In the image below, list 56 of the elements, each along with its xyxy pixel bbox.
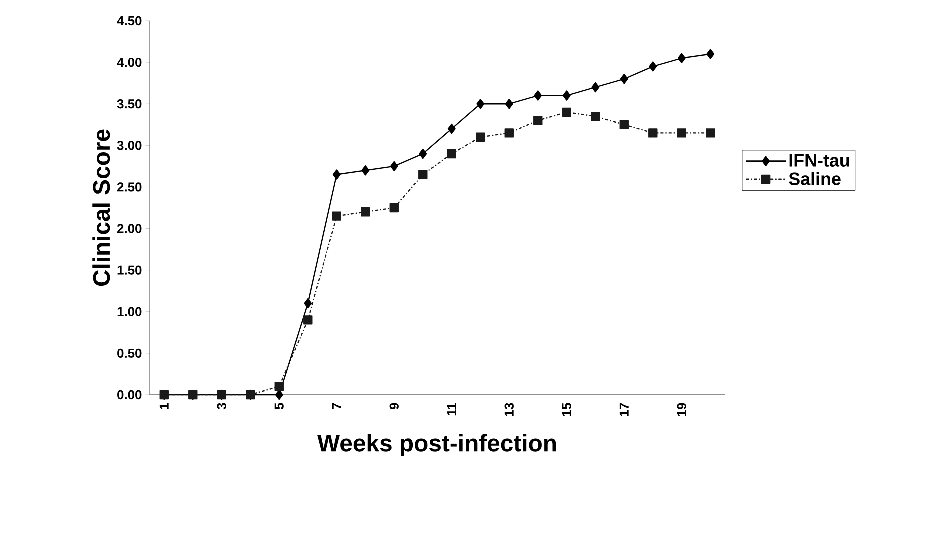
y-axis-title: Clinical Score [92, 130, 110, 286]
point [592, 82, 600, 93]
point [362, 165, 370, 176]
y-tick-label: 1.00 [118, 307, 142, 316]
point [447, 149, 456, 159]
point [648, 128, 658, 138]
point [275, 390, 284, 400]
y-tick-label: 2.00 [117, 224, 142, 234]
point [562, 108, 572, 118]
point [649, 62, 658, 72]
point [304, 298, 312, 309]
y-tick-label: 4.00 [117, 58, 142, 68]
point [706, 128, 716, 138]
x-tick-label: 9 [390, 403, 399, 410]
x-tick-label: 15 [562, 403, 572, 416]
point [620, 120, 629, 130]
point [678, 53, 686, 64]
point [620, 74, 628, 84]
point [476, 132, 486, 142]
point [419, 148, 428, 160]
point [418, 170, 428, 180]
point [448, 124, 456, 134]
y-tick-label: 3.50 [117, 100, 142, 109]
y-tick-label: 0.50 [118, 348, 142, 358]
x-tick-label: 5 [274, 403, 284, 410]
x-tick-label: 7 [332, 403, 342, 410]
point [562, 90, 571, 101]
point [390, 161, 398, 172]
legend-label: IFN-tau [790, 154, 850, 167]
point [332, 170, 341, 180]
x-tick-label: 3 [217, 403, 226, 410]
point [504, 128, 514, 138]
x-tick-label: 19 [677, 403, 686, 416]
y-tick-label: 2.50 [117, 182, 142, 192]
legend-label: Saline [789, 172, 841, 186]
x-tick-label: 13 [504, 403, 514, 416]
point [677, 128, 686, 138]
point [304, 316, 313, 325]
y-tick-label: 1.50 [118, 266, 142, 275]
x-tick-label: 17 [620, 403, 629, 416]
x-axis-title: Weeks post-infection [318, 434, 556, 457]
y-tick-label: 0.00 [118, 390, 142, 400]
point [505, 99, 514, 110]
y-tick-label: 3.00 [117, 141, 142, 150]
point [591, 112, 600, 122]
point [332, 212, 342, 221]
point [390, 203, 399, 213]
point [274, 382, 284, 392]
point [476, 99, 485, 110]
point [534, 90, 542, 101]
point [534, 116, 543, 126]
y-tick-label: 4.50 [117, 16, 142, 26]
point [361, 208, 370, 217]
x-tick-label: 1 [160, 403, 169, 410]
point [706, 49, 715, 60]
x-tick-label: 11 [447, 403, 456, 416]
